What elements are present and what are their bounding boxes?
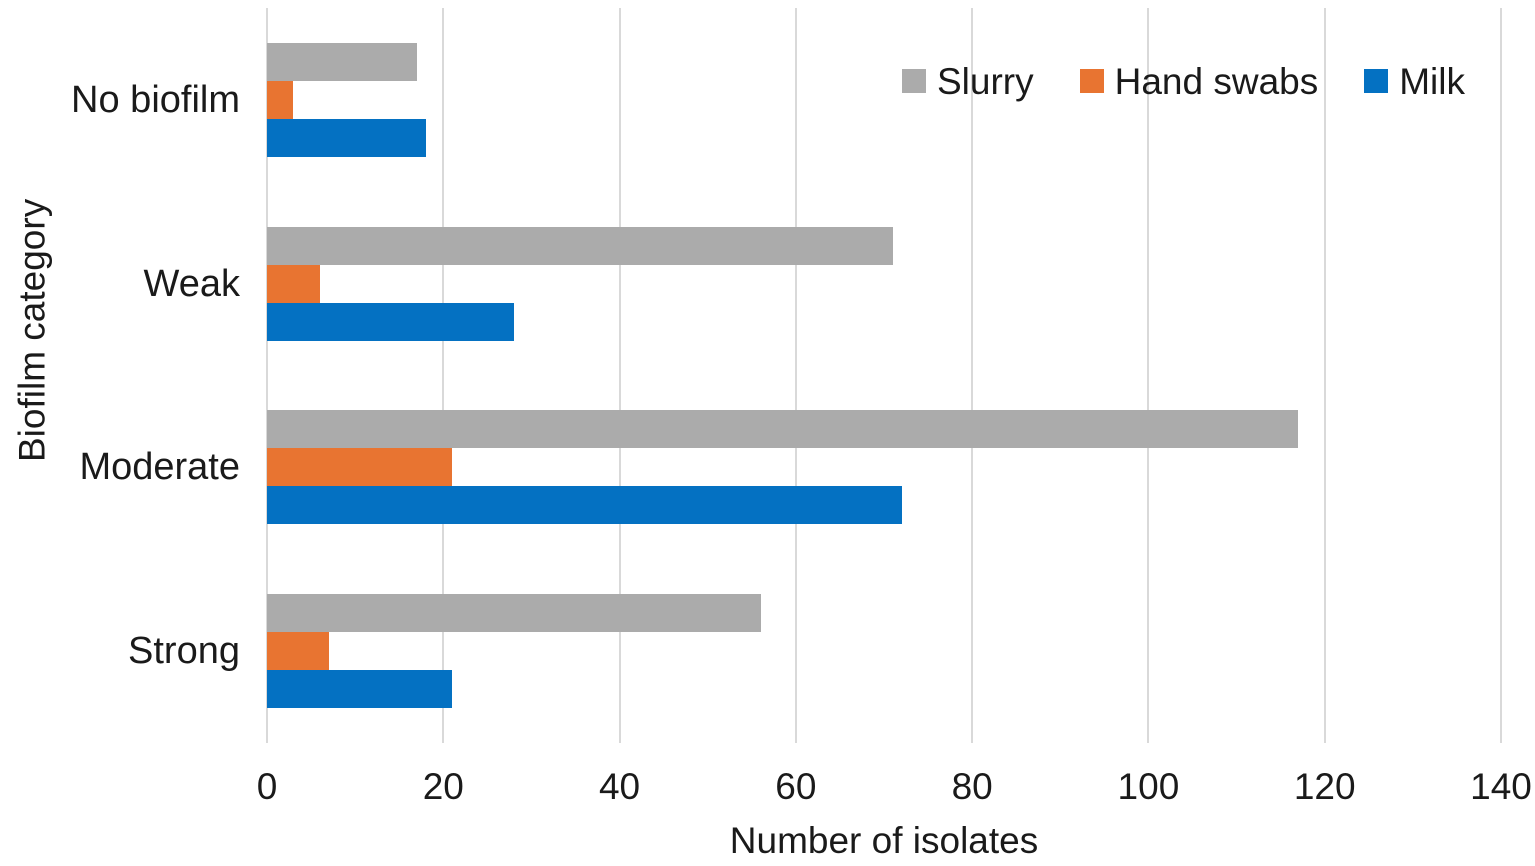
category-label-weak: Weak — [143, 262, 240, 305]
x-axis-title: Number of isolates — [729, 820, 1039, 861]
bar-hand-swabs-weak — [267, 264, 320, 303]
x-tick-label-120: 120 — [1293, 766, 1356, 807]
bar-slurry-no-biofilm — [267, 42, 417, 81]
gridline-x-120 — [1323, 8, 1326, 743]
bar-group-moderate — [267, 410, 1501, 525]
legend-swatch-milk — [1364, 69, 1389, 93]
bar-milk-moderate — [267, 486, 902, 525]
bar-row-weak — [267, 192, 1501, 376]
legend-swatch-slurry — [902, 69, 926, 93]
legend-label-milk: Milk — [1399, 60, 1465, 102]
x-tick-label-60: 60 — [775, 766, 817, 807]
bar-hand-swabs-strong — [267, 632, 329, 671]
bar-slurry-moderate — [267, 410, 1299, 449]
gridline-x-140 — [1500, 8, 1502, 743]
bar-row-moderate — [267, 376, 1501, 560]
bar-rows — [267, 8, 1501, 743]
legend-label-hand-swabs: Hand swabs — [1114, 60, 1319, 102]
gridline-x-60 — [794, 8, 797, 743]
category-label-moderate: Moderate — [79, 446, 240, 489]
bar-hand-swabs-no-biofilm — [267, 80, 294, 119]
plot-area: Slurry Hand swabs Milk — [266, 8, 1502, 743]
bar-group-weak — [267, 226, 1501, 341]
x-tick-label-0: 0 — [256, 766, 278, 807]
legend: Slurry Hand swabs Milk — [902, 58, 1465, 104]
legend-item-hand-swabs: Hand swabs — [1079, 60, 1319, 102]
bar-milk-weak — [267, 302, 514, 341]
gridline-x-40 — [618, 8, 621, 743]
x-axis-ticks: 0 20 40 60 80 100 120 140 — [257, 766, 1532, 812]
gridline-x-20 — [442, 8, 445, 743]
gridline-x-100 — [1147, 8, 1150, 743]
bar-milk-no-biofilm — [267, 118, 426, 157]
x-tick-label-140: 140 — [1470, 766, 1532, 807]
gridline-x-0 — [266, 8, 268, 743]
bar-hand-swabs-moderate — [267, 448, 453, 487]
legend-item-slurry: Slurry — [902, 63, 1034, 100]
bar-row-no-biofilm — [267, 8, 1501, 192]
bar-milk-strong — [267, 670, 453, 709]
x-tick-label-40: 40 — [598, 766, 641, 807]
bar-group-strong — [267, 594, 1501, 709]
legend-swatch-hand-swabs — [1079, 69, 1104, 93]
legend-label-slurry: Slurry — [937, 60, 1034, 102]
bar-slurry-strong — [267, 594, 761, 633]
x-tick-label-100: 100 — [1117, 766, 1180, 807]
category-label-strong: Strong — [128, 630, 240, 673]
legend-item-milk: Milk — [1364, 63, 1465, 100]
gridline-x-80 — [971, 8, 974, 743]
bar-slurry-weak — [267, 226, 893, 265]
category-axis-labels: No biofilm Weak Moderate Strong — [0, 8, 240, 743]
category-label-no-biofilm: No biofilm — [71, 78, 240, 121]
bar-row-strong — [267, 559, 1501, 743]
bar-group-no-biofilm — [267, 42, 1501, 157]
x-tick-label-20: 20 — [422, 766, 464, 807]
x-tick-label-80: 80 — [951, 766, 993, 807]
